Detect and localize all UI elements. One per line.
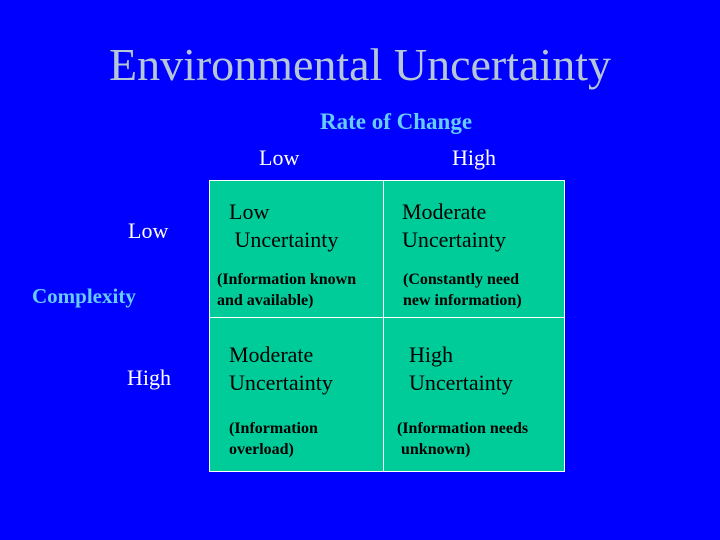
cell-low-rate-high-complexity-heading: Moderate Uncertainty xyxy=(229,342,333,395)
cell-high-high-detail: (Information needs unknown) xyxy=(397,420,529,458)
rate-low-label: Low xyxy=(259,145,300,170)
slide-title: Environmental Uncertainty xyxy=(108,39,611,90)
cell-high-high-heading: High Uncertainty xyxy=(409,342,513,395)
matrix-horizontal-divider xyxy=(209,317,565,318)
complexity-label: Complexity xyxy=(32,284,136,308)
uncertainty-matrix xyxy=(209,180,565,472)
rate-high-label: High xyxy=(452,145,496,170)
cell-high-rate-low-complexity-detail: (Constantly need new information) xyxy=(403,271,522,309)
cell-low-low-heading: Low Uncertainty xyxy=(229,199,339,252)
rate-of-change-label: Rate of Change xyxy=(320,109,473,134)
cell-low-rate-high-complexity-detail: (Information overload) xyxy=(229,420,318,458)
complexity-low-label: Low xyxy=(128,218,169,243)
cell-high-rate-low-complexity-heading: Moderate Uncertainty xyxy=(402,199,506,252)
cell-low-low-detail: (Information known and available) xyxy=(217,271,357,309)
matrix-vertical-divider xyxy=(383,180,384,472)
complexity-high-label: High xyxy=(127,365,171,390)
